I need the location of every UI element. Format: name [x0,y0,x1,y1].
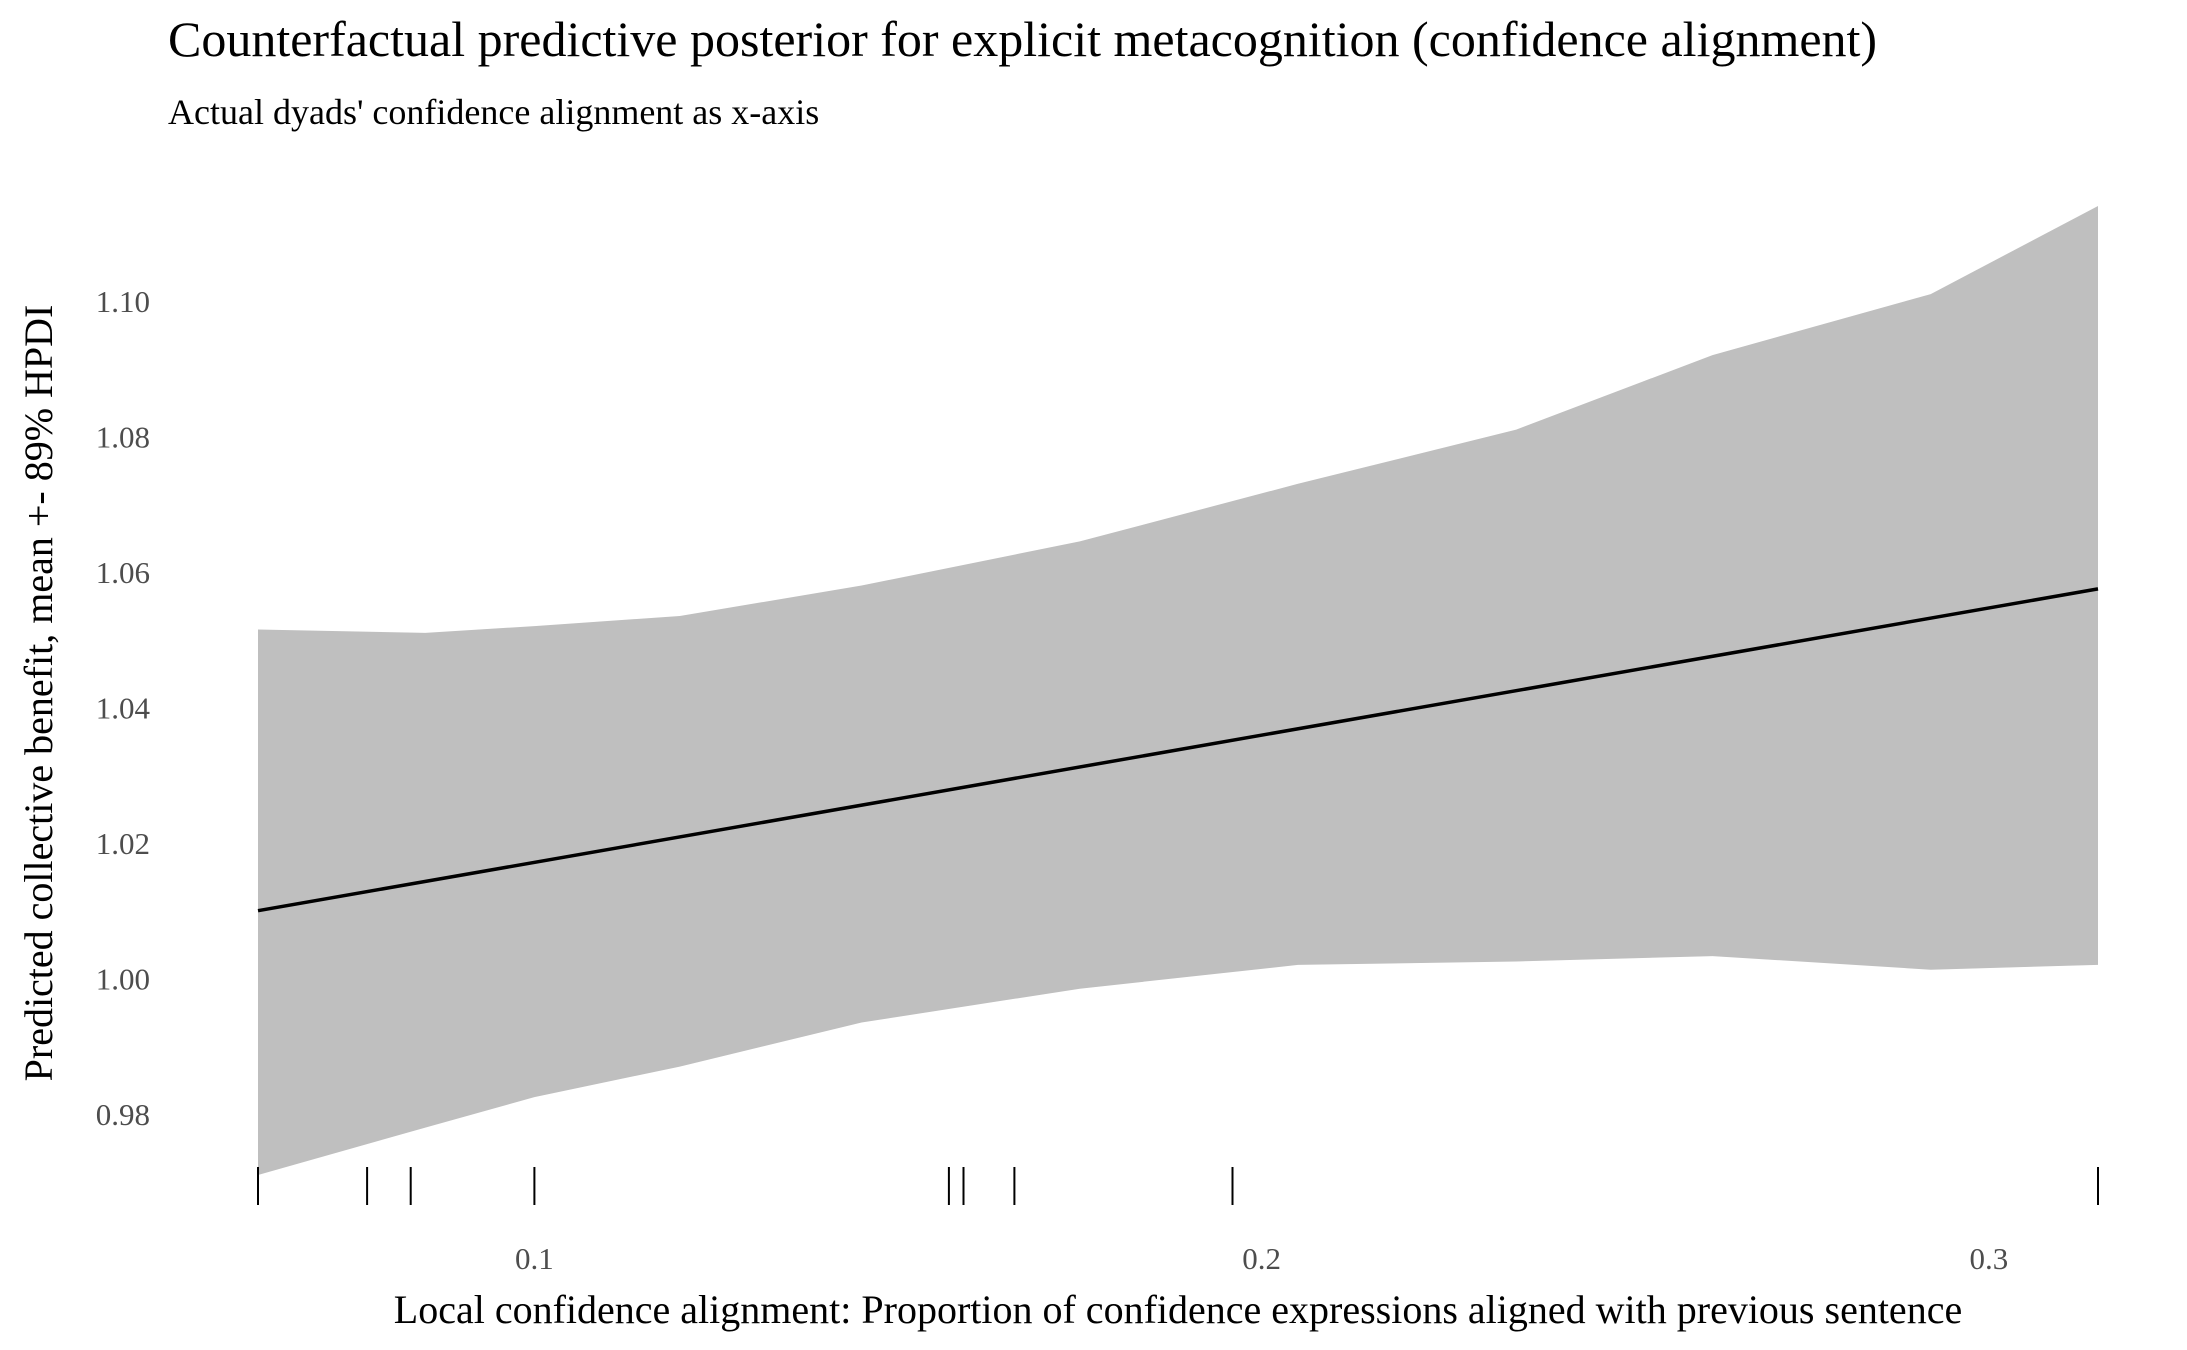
plot-area [257,206,2099,1175]
y-axis-ticks: 0.98 1.00 1.02 1.04 1.06 1.08 1.10 [96,284,151,1132]
y-tick-label: 1.06 [96,555,150,590]
y-tick-label: 1.04 [96,690,151,725]
mean-line [257,587,2099,913]
y-tick-label: 1.02 [96,826,150,861]
x-tick-label: 0.3 [1970,1241,2009,1276]
x-tick-label: 0.1 [515,1241,554,1276]
y-tick-label: 1.00 [96,962,150,997]
chart-subtitle: Actual dyads' confidence alignment as x-… [168,92,819,132]
x-axis-label: Local confidence alignment: Proportion o… [394,1287,1962,1332]
chart-title: Counterfactual predictive posterior for … [168,11,1877,67]
hpdi-band [258,206,2098,1175]
x-axis-ticks: 0.1 0.2 0.3 [515,1241,2008,1276]
y-axis-label: Predicted collective benefit, mean +- 89… [16,305,61,1082]
y-tick-label: 1.10 [96,284,150,319]
x-tick-label: 0.2 [1242,1241,1281,1276]
y-tick-label: 0.98 [96,1097,150,1132]
y-tick-label: 1.08 [96,419,150,454]
rug-marks [257,1167,2099,1205]
